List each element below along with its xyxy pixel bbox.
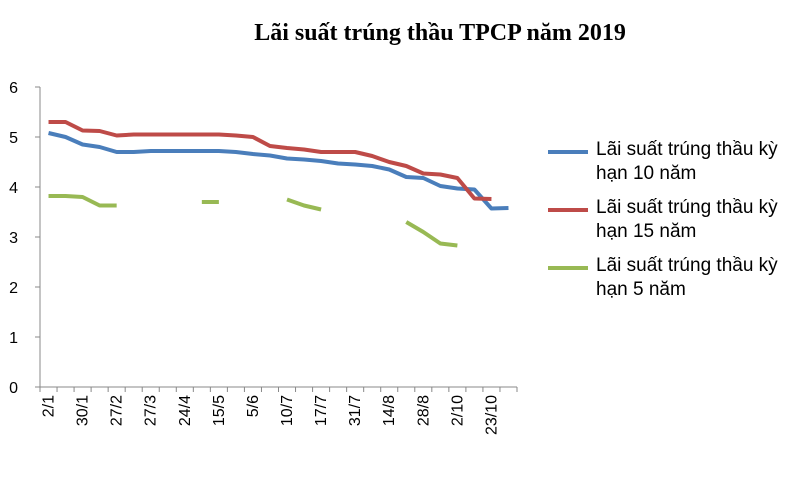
legend: Lãi suất trúng thầu kỳ hạn 10 năm Lãi suấ… [548, 138, 798, 312]
x-tick-label: 2/10 [449, 395, 466, 426]
legend-swatch [548, 150, 588, 154]
y-tick-label: 1 [9, 330, 18, 347]
x-tick-label: 17/7 [313, 395, 330, 426]
chart-title: Lãi suất trúng thầu TPCP năm 2019 [254, 20, 626, 46]
legend-swatch [548, 266, 588, 270]
series-line [48, 120, 492, 201]
x-tick-label: 27/3 [143, 395, 160, 426]
x-tick-label: 30/1 [75, 395, 92, 426]
x-tick-label: 5/6 [245, 395, 262, 417]
x-tick-label: 24/4 [177, 395, 194, 426]
series-line [48, 194, 458, 248]
x-tick-label: 10/7 [279, 395, 296, 426]
legend-label: Lãi suất trúng thầu kỳ hạn 10 năm [596, 139, 778, 184]
series-line [48, 131, 509, 211]
legend-item: Lãi suất trúng thầu kỳ hạn 5 năm [548, 254, 798, 302]
legend-item: Lãi suất trúng thầu kỳ hạn 15 năm [548, 196, 798, 244]
y-tick-label: 0 [9, 380, 18, 397]
x-tick-label: 23/10 [483, 395, 500, 435]
y-tick-label: 3 [9, 230, 18, 247]
x-tick-label: 14/8 [381, 395, 398, 426]
x-tick-label: 28/8 [415, 395, 432, 426]
y-tick-label: 4 [9, 180, 18, 197]
y-tick-label: 2 [9, 280, 18, 297]
y-tick-label: 6 [9, 80, 18, 97]
legend-swatch [548, 208, 588, 212]
x-tick-label: 15/5 [211, 395, 228, 426]
legend-label: Lãi suất trúng thầu kỳ hạn 15 năm [596, 197, 778, 242]
legend-label: Lãi suất trúng thầu kỳ hạn 5 năm [596, 255, 778, 300]
x-tick-label: 27/2 [109, 395, 126, 426]
x-tick-label: 2/1 [41, 395, 58, 417]
x-tick-label: 31/7 [347, 395, 364, 426]
legend-item: Lãi suất trúng thầu kỳ hạn 10 năm [548, 138, 798, 186]
y-tick-label: 5 [9, 130, 18, 147]
